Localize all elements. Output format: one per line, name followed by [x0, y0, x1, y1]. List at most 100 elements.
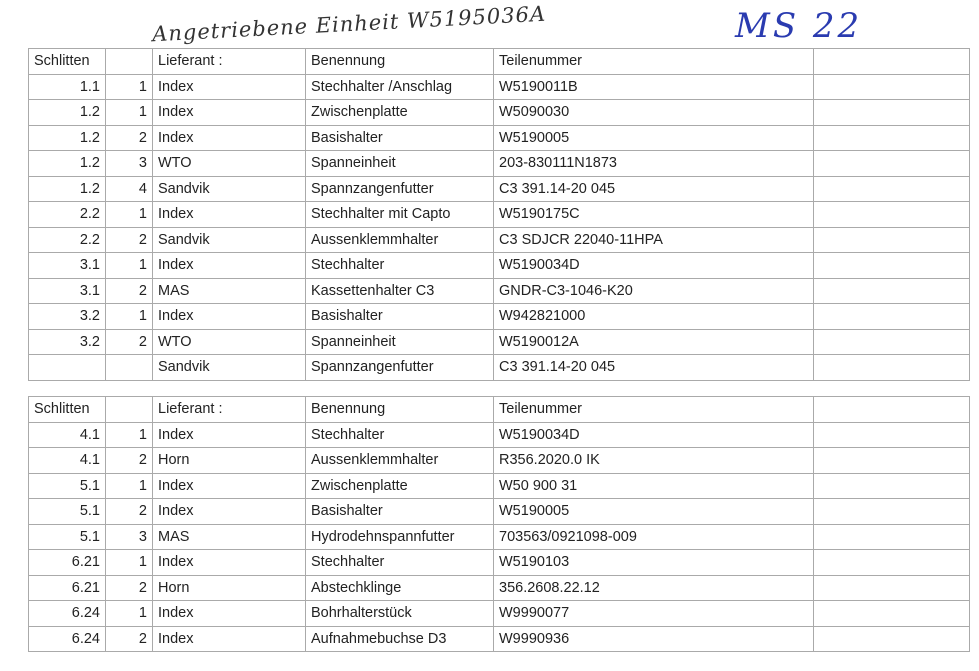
table-cell: 5.1 [28, 498, 106, 525]
table-cell: W5190034D [493, 252, 814, 279]
table-cell: Index [152, 201, 306, 228]
table-cell: 1 [105, 472, 153, 499]
column-header: Lieferant : [152, 396, 306, 423]
table-row: 3.1 1 Index Stechhalter W5190034D [28, 252, 970, 279]
table-cell: W5190103 [493, 549, 814, 576]
table-row: 6.24 1 Index Bohrhalterstück W9990077 [28, 600, 970, 627]
table-cell: Spannzangenfutter [305, 175, 494, 202]
table-cell: 2 [105, 625, 153, 652]
table-row: 4.1 2 Horn Aussenklemmhalter R356.2020.0 IK [28, 447, 970, 474]
table-cell: 2 [105, 447, 153, 474]
column-header: Schlitten [28, 48, 106, 75]
table-cell: Spanneinheit [305, 150, 494, 177]
table-cell: 3.2 [28, 303, 106, 330]
table-cell: Stechhalter [305, 421, 494, 448]
table-cell [813, 574, 970, 601]
table-row: 6.21 2 Horn Abstechklinge 356.2608.22.12 [28, 574, 970, 601]
table-cell: 1.2 [28, 175, 106, 202]
table-cell: GNDR-C3-1046-K20 [493, 277, 814, 304]
table-cell: MAS [152, 523, 306, 550]
table-cell: Sandvik [152, 226, 306, 253]
table-cell: W50 900 31 [493, 472, 814, 499]
table-cell: 1 [105, 549, 153, 576]
table-row: 4.1 1 Index Stechhalter W5190034D [28, 421, 970, 448]
table-cell [813, 600, 970, 627]
table-cell [813, 73, 970, 100]
table-cell [813, 277, 970, 304]
table-cell: R356.2020.0 IK [493, 447, 814, 474]
table-cell [813, 549, 970, 576]
table-cell: 1 [105, 201, 153, 228]
table-cell: C3 391.14-20 045 [493, 175, 814, 202]
handwritten-code: MS 22 [735, 6, 863, 46]
table-row: 6.21 1 Index Stechhalter W5190103 [28, 549, 970, 576]
table-row: 1.2 4 Sandvik Spannzangenfutter C3 391.14-20… [28, 175, 970, 202]
table-cell: 1.2 [28, 150, 106, 177]
table-cell [813, 201, 970, 228]
table-cell: 1 [105, 421, 153, 448]
table-row: 3.2 2 WTO Spanneinheit W5190012A [28, 328, 970, 355]
table-cell: Index [152, 600, 306, 627]
parts-table-2: Schlitten Lieferant : Benennung Teilenummer… [28, 396, 970, 652]
table-cell [813, 472, 970, 499]
table-cell: Bohrhalterstück [305, 600, 494, 627]
table-cell: 3.2 [28, 328, 106, 355]
table-cell: C3 391.14-20 045 [493, 354, 814, 381]
table-cell: 1 [105, 99, 153, 126]
table-cell: W9990936 [493, 625, 814, 652]
table-cell: Basishalter [305, 303, 494, 330]
parts-table-1: Schlitten Lieferant : Benennung Teilenummer… [28, 48, 970, 381]
table-row: 1.2 3 WTO Spanneinheit 203-830111N1873 [28, 150, 970, 177]
table-cell: Aufnahmebuchse D3 [305, 625, 494, 652]
column-header: Benennung [305, 396, 494, 423]
table-cell: 6.24 [28, 625, 106, 652]
table-cell: 703563/0921098-009 [493, 523, 814, 550]
table-row: 1.2 2 Index Basishalter W5190005 [28, 124, 970, 151]
table-cell: 1 [105, 252, 153, 279]
table-cell: 1 [105, 600, 153, 627]
table-cell [28, 354, 106, 381]
table-cell [813, 421, 970, 448]
table-cell: Abstechklinge [305, 574, 494, 601]
column-header: Lieferant : [152, 48, 306, 75]
table-cell: W5190175C [493, 201, 814, 228]
table-cell: W9990077 [493, 600, 814, 627]
table-cell: Index [152, 472, 306, 499]
table-cell: Index [152, 421, 306, 448]
table-row: 1.2 1 Index Zwischenplatte W5090030 [28, 99, 970, 126]
table-cell: W5190005 [493, 498, 814, 525]
table-cell: Basishalter [305, 124, 494, 151]
table-cell: Index [152, 625, 306, 652]
table-cell: 2.2 [28, 226, 106, 253]
table-cell: WTO [152, 328, 306, 355]
table-cell: 2 [105, 574, 153, 601]
table-cell: 4 [105, 175, 153, 202]
table-cell: 5.1 [28, 472, 106, 499]
table-cell: Index [152, 73, 306, 100]
table-cell: 6.21 [28, 574, 106, 601]
table-cell: WTO [152, 150, 306, 177]
table-row: 1.1 1 Index Stechhalter /Anschlag W5190011B [28, 73, 970, 100]
table-cell: Zwischenplatte [305, 99, 494, 126]
column-header: Teilenummer [493, 396, 814, 423]
table-cell: 3 [105, 523, 153, 550]
table-cell: 3.1 [28, 277, 106, 304]
table-cell [813, 354, 970, 381]
table-cell: Aussenklemmhalter [305, 226, 494, 253]
table-cell: MAS [152, 277, 306, 304]
table-cell [813, 252, 970, 279]
table-cell: 1 [105, 303, 153, 330]
column-header [105, 396, 153, 423]
table-cell: W942821000 [493, 303, 814, 330]
table-cell: Index [152, 99, 306, 126]
table-row: 3.2 1 Index Basishalter W942821000 [28, 303, 970, 330]
table-cell: 3 [105, 150, 153, 177]
table-row: 5.1 2 Index Basishalter W5190005 [28, 498, 970, 525]
handwritten-title: Angetriebene Einheit W5195036A [151, 1, 547, 47]
table-cell [813, 498, 970, 525]
table-cell: 5.1 [28, 523, 106, 550]
table-cell: 6.21 [28, 549, 106, 576]
table-row: 5.1 3 MAS Hydrodehnspannfutter 703563/092109… [28, 523, 970, 550]
table-cell [105, 354, 153, 381]
table-cell: Spannzangenfutter [305, 354, 494, 381]
